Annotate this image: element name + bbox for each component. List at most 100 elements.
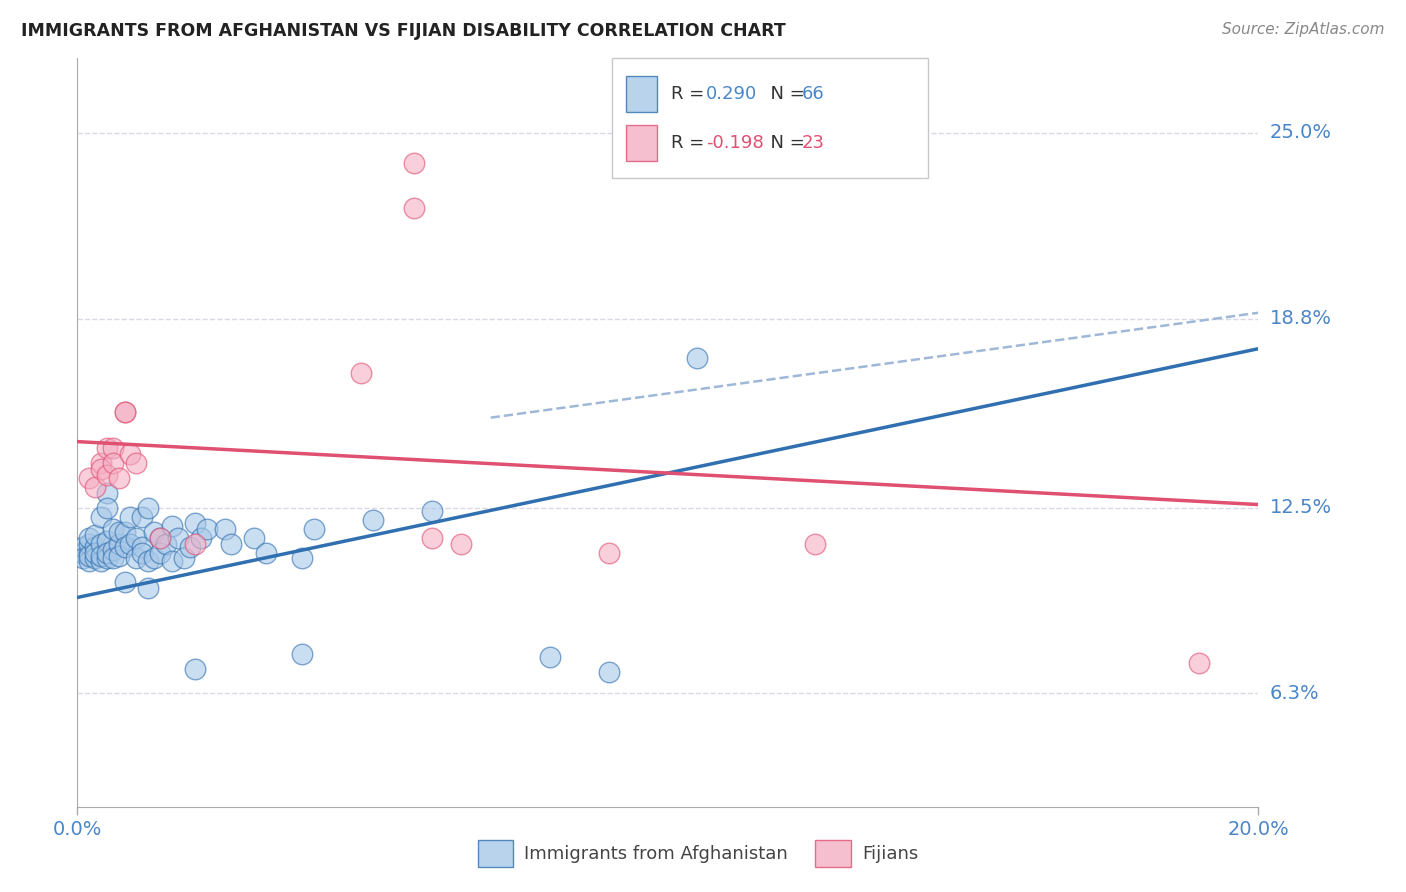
Point <box>1188 657 1211 671</box>
Point <box>96 545 118 559</box>
Point <box>804 536 827 550</box>
Point <box>107 536 129 550</box>
Text: 0.290: 0.290 <box>706 85 756 103</box>
Point <box>195 522 218 536</box>
Point <box>90 554 112 568</box>
Point <box>107 524 129 539</box>
Point <box>125 531 148 545</box>
Point <box>84 540 107 554</box>
Point <box>125 551 148 566</box>
Point <box>160 554 183 568</box>
Point <box>149 545 172 559</box>
Point <box>107 470 129 484</box>
Point <box>77 549 100 563</box>
Point <box>114 524 136 539</box>
Text: 66: 66 <box>801 85 824 103</box>
Point <box>90 509 112 524</box>
Point <box>101 441 124 455</box>
Point <box>107 549 129 563</box>
Point <box>114 540 136 554</box>
Point <box>136 582 159 596</box>
Point <box>101 522 124 536</box>
Point <box>90 456 112 470</box>
Point <box>302 522 325 536</box>
Point <box>254 545 277 559</box>
Point <box>90 461 112 475</box>
Point <box>84 545 107 559</box>
Point <box>155 536 177 550</box>
Point <box>77 536 100 550</box>
Point <box>96 441 118 455</box>
Point <box>84 551 107 566</box>
Point <box>131 540 153 554</box>
Point <box>136 554 159 568</box>
Point <box>184 662 207 676</box>
Point <box>114 404 136 418</box>
Point <box>120 447 142 461</box>
Text: Fijians: Fijians <box>862 845 918 863</box>
Point <box>402 156 425 170</box>
Point <box>243 531 266 545</box>
Point <box>190 531 212 545</box>
Text: 25.0%: 25.0% <box>1270 123 1331 143</box>
Point <box>96 467 118 482</box>
Point <box>120 509 142 524</box>
Point <box>598 545 620 559</box>
Point <box>72 545 94 559</box>
Point <box>125 456 148 470</box>
Point <box>101 456 124 470</box>
Text: N =: N = <box>759 134 811 152</box>
Point <box>77 531 100 545</box>
Point <box>402 201 425 215</box>
Point <box>149 531 172 545</box>
Point <box>219 536 242 550</box>
Text: 23: 23 <box>801 134 824 152</box>
Text: Source: ZipAtlas.com: Source: ZipAtlas.com <box>1222 22 1385 37</box>
Text: -0.198: -0.198 <box>706 134 763 152</box>
Point <box>184 536 207 550</box>
Point <box>361 512 384 526</box>
Point <box>90 549 112 563</box>
Point <box>114 404 136 418</box>
Text: IMMIGRANTS FROM AFGHANISTAN VS FIJIAN DISABILITY CORRELATION CHART: IMMIGRANTS FROM AFGHANISTAN VS FIJIAN DI… <box>21 22 786 40</box>
Point <box>149 531 172 545</box>
Point <box>96 500 118 515</box>
Point <box>420 503 443 517</box>
Point <box>77 554 100 568</box>
Point <box>291 648 314 662</box>
Point <box>214 522 236 536</box>
Text: Immigrants from Afghanistan: Immigrants from Afghanistan <box>524 845 789 863</box>
Text: 12.5%: 12.5% <box>1270 498 1331 517</box>
Point <box>120 536 142 550</box>
Text: N =: N = <box>759 85 811 103</box>
Point <box>96 485 118 500</box>
Point <box>179 540 201 554</box>
Point <box>96 533 118 548</box>
Point <box>101 551 124 566</box>
Text: R =: R = <box>671 85 710 103</box>
Text: 6.3%: 6.3% <box>1270 684 1319 703</box>
Point <box>686 351 709 365</box>
Point <box>72 540 94 554</box>
Point <box>160 518 183 533</box>
Point <box>72 551 94 566</box>
Point <box>131 509 153 524</box>
Point <box>291 551 314 566</box>
Point <box>420 531 443 545</box>
Point <box>143 524 166 539</box>
Point <box>101 542 124 557</box>
Point <box>84 479 107 493</box>
Point <box>598 665 620 680</box>
Point <box>166 531 188 545</box>
Point <box>450 536 472 550</box>
Point <box>77 545 100 559</box>
Point <box>184 516 207 530</box>
Point <box>136 500 159 515</box>
Point <box>90 536 112 550</box>
Point <box>538 650 561 665</box>
Point <box>131 545 153 559</box>
Text: R =: R = <box>671 134 710 152</box>
Point <box>350 366 373 380</box>
Point <box>657 156 679 170</box>
Point <box>114 575 136 590</box>
